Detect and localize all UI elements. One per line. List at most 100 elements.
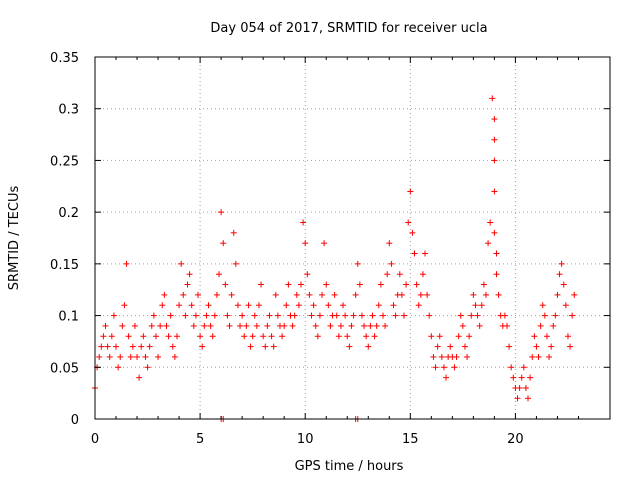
data-point (331, 291, 338, 298)
data-point (365, 343, 372, 350)
data-point (209, 333, 216, 340)
data-point (325, 302, 332, 309)
data-point (558, 260, 565, 267)
data-point (304, 271, 311, 278)
data-point (535, 353, 542, 360)
tick-marks (94, 56, 610, 420)
data-points (92, 95, 578, 422)
data-point (367, 322, 374, 329)
data-point (436, 333, 443, 340)
data-point (358, 312, 365, 319)
data-point (222, 281, 229, 288)
data-point (218, 209, 225, 216)
data-point (373, 322, 380, 329)
data-point (335, 333, 342, 340)
data-point (569, 312, 576, 319)
data-point (514, 395, 521, 402)
data-point (262, 343, 269, 350)
data-point (270, 343, 277, 350)
y-tick-label: 0.05 (50, 361, 79, 376)
data-point (113, 343, 120, 350)
data-point (560, 281, 567, 288)
data-point (537, 322, 544, 329)
data-point (455, 333, 462, 340)
data-point (207, 322, 214, 329)
data-point (237, 322, 244, 329)
data-point (432, 364, 439, 371)
data-point (161, 291, 168, 298)
data-point (480, 281, 487, 288)
data-point (548, 343, 555, 350)
data-point (493, 250, 500, 257)
data-point (316, 312, 323, 319)
data-point (260, 333, 267, 340)
data-point (443, 374, 450, 381)
data-point (127, 353, 134, 360)
data-point (300, 219, 307, 226)
data-point (140, 333, 147, 340)
data-point (396, 271, 403, 278)
data-point (264, 322, 271, 329)
data-point (186, 271, 193, 278)
y-tick-label: 0.25 (50, 154, 79, 169)
data-point (165, 333, 172, 340)
data-point (552, 312, 559, 319)
data-point (403, 281, 410, 288)
data-point (125, 333, 132, 340)
data-point (152, 333, 159, 340)
data-point (201, 322, 208, 329)
data-point (470, 291, 477, 298)
data-point (176, 302, 183, 309)
data-point (131, 322, 138, 329)
data-point (434, 343, 441, 350)
data-point (203, 312, 210, 319)
y-tick-labels: 0 0.05 0.1 0.15 0.2 0.25 0.3 0.35 (50, 51, 79, 428)
data-point (173, 333, 180, 340)
chart-title: Day 054 of 2017, SRMTID for receiver ucl… (210, 21, 487, 36)
data-point (169, 343, 176, 350)
plot-frame (94, 56, 611, 420)
data-point (478, 302, 485, 309)
data-point (556, 271, 563, 278)
data-point (405, 219, 412, 226)
y-tick-label: 0.2 (58, 206, 79, 221)
data-point (291, 312, 298, 319)
x-tick-label: 15 (402, 432, 419, 447)
data-point (522, 384, 529, 391)
data-point (426, 312, 433, 319)
data-point (148, 322, 155, 329)
data-point (159, 302, 166, 309)
data-point (520, 364, 527, 371)
data-point (529, 353, 536, 360)
data-point (464, 353, 471, 360)
data-point (188, 302, 195, 309)
data-point (571, 291, 578, 298)
data-point (192, 312, 199, 319)
data-point (197, 333, 204, 340)
data-point (241, 333, 248, 340)
data-point (428, 333, 435, 340)
data-point (482, 291, 489, 298)
data-point (419, 271, 426, 278)
data-point (138, 343, 145, 350)
data-point (98, 343, 105, 350)
data-point (564, 333, 571, 340)
data-point (550, 322, 557, 329)
data-point (461, 343, 468, 350)
data-point (228, 291, 235, 298)
grid-lines (95, 57, 610, 419)
data-point (562, 302, 569, 309)
data-point (390, 302, 397, 309)
data-point (567, 343, 574, 350)
data-point (239, 312, 246, 319)
data-point (155, 353, 162, 360)
data-point (356, 281, 363, 288)
data-point (508, 364, 515, 371)
data-point (386, 240, 393, 247)
data-point (121, 302, 128, 309)
data-point (491, 136, 498, 143)
data-point (398, 291, 405, 298)
data-point (104, 343, 111, 350)
data-point (333, 312, 340, 319)
data-point (216, 271, 223, 278)
